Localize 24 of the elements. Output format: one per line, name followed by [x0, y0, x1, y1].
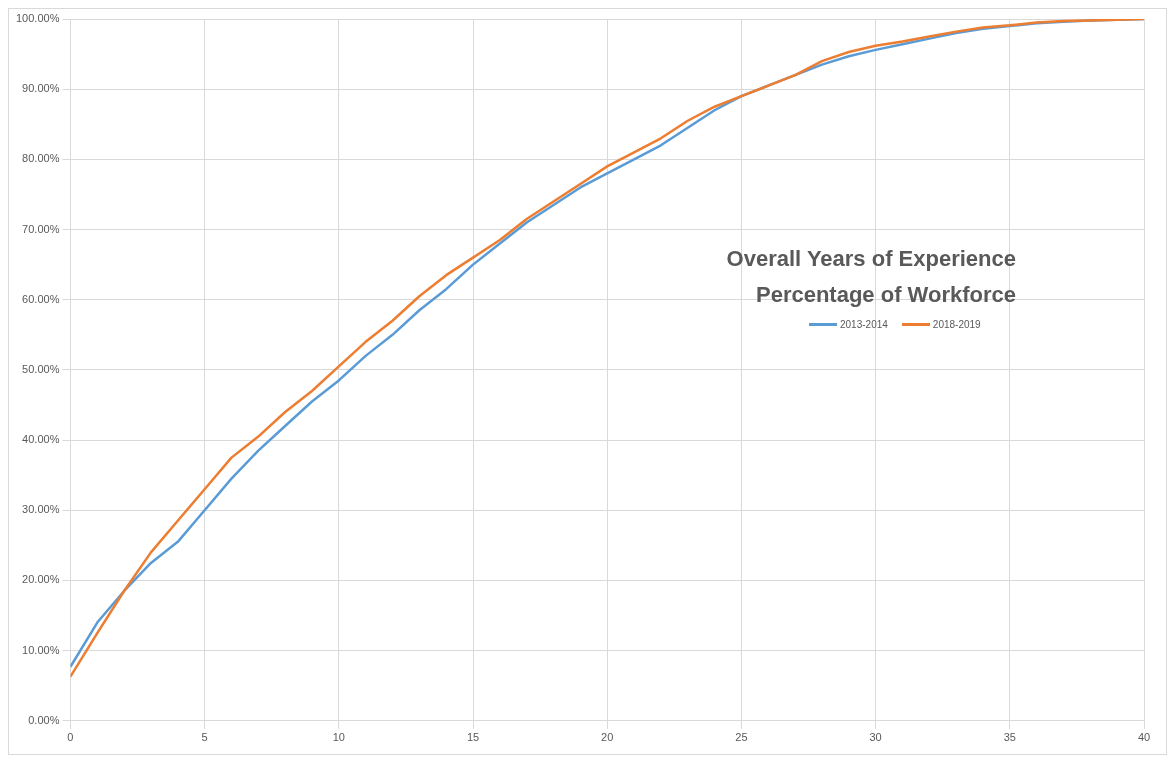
y-tick-label: 100.00% — [15, 12, 60, 25]
y-tick-label: 10.00% — [22, 643, 60, 656]
x-tick-label: 25 — [735, 731, 748, 744]
legend-label: 2018-2019 — [932, 319, 981, 330]
y-tick-label: 20.00% — [22, 573, 60, 586]
x-tick-label: 15 — [466, 731, 480, 744]
y-tick-label: 40.00% — [22, 433, 60, 446]
y-tick-label: 90.00% — [22, 82, 60, 95]
x-tick-label: 35 — [1003, 731, 1016, 744]
x-tick-label: 20 — [601, 731, 614, 744]
x-tick-label: 40 — [1137, 731, 1151, 744]
x-tick-label: 5 — [201, 731, 208, 744]
y-tick-label: 0.00% — [28, 713, 60, 726]
text: Percentage of Workforce — [755, 281, 1016, 309]
x-tick-label: 30 — [869, 731, 882, 744]
x-tick-label: 10 — [332, 731, 345, 744]
text: Overall Years of Experience — [726, 245, 1016, 273]
y-tick-label: 30.00% — [22, 503, 60, 516]
legend-label: 2013-2014 — [840, 319, 888, 330]
y-tick-label: 70.00% — [22, 222, 60, 235]
x-tick-label: 0 — [67, 731, 74, 744]
y-tick-label: 60.00% — [22, 292, 60, 305]
y-tick-label: 50.00% — [22, 362, 60, 375]
y-tick-label: 80.00% — [22, 152, 60, 165]
